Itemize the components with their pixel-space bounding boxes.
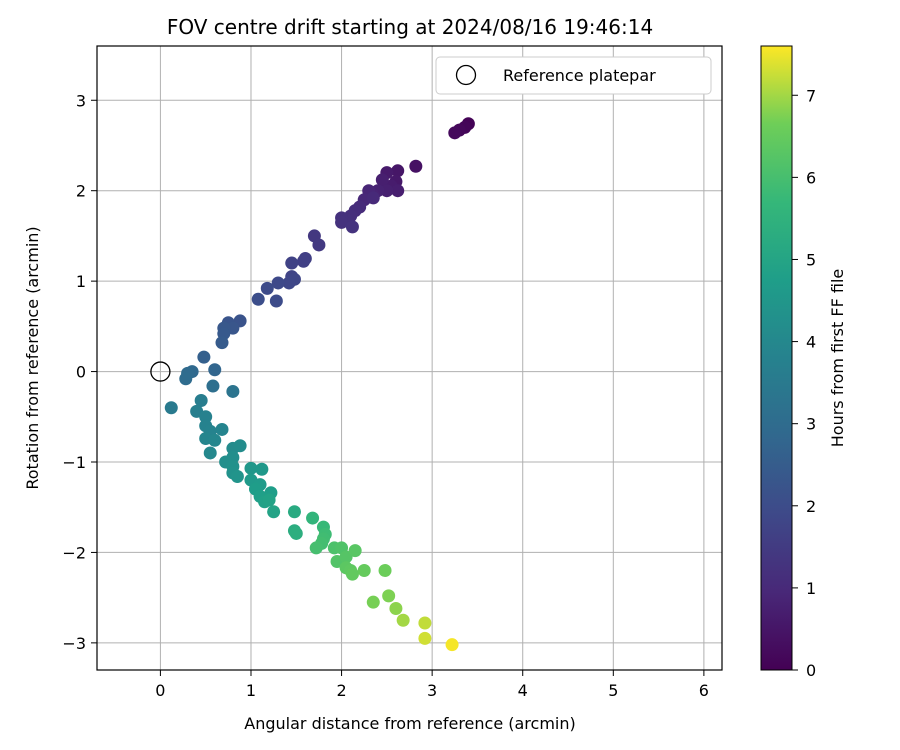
data-point xyxy=(226,384,240,398)
grid xyxy=(97,46,722,670)
axis-ticks: 0 1 2 3 4 5 6 −3 −2 −1 0 1 2 3 xyxy=(62,91,709,700)
y-tick-label: −2 xyxy=(62,543,86,562)
x-tick-label: 2 xyxy=(336,681,346,700)
data-point xyxy=(366,595,380,609)
data-point xyxy=(312,238,326,252)
data-point xyxy=(389,602,403,616)
colorbar-tick-label: 3 xyxy=(806,415,816,434)
data-point xyxy=(348,544,362,558)
data-point xyxy=(382,589,396,603)
data-point xyxy=(255,462,269,476)
data-point xyxy=(448,126,462,140)
data-point xyxy=(215,422,229,436)
x-tick-label: 5 xyxy=(608,681,618,700)
data-point xyxy=(164,401,178,415)
legend-label: Reference platepar xyxy=(503,66,656,85)
data-point xyxy=(289,526,303,540)
data-point xyxy=(418,616,432,630)
data-point xyxy=(418,631,432,645)
data-point xyxy=(297,254,311,268)
data-point xyxy=(233,439,247,453)
colorbar: 0 1 2 3 4 5 6 7 Hours from first FF file xyxy=(760,45,847,680)
data-point xyxy=(357,564,371,578)
colorbar-tick-label: 5 xyxy=(806,250,816,269)
data-point xyxy=(345,220,359,234)
colorbar-tick-label: 6 xyxy=(806,168,816,187)
data-point xyxy=(345,567,359,581)
data-point xyxy=(206,379,220,393)
x-tick-label: 4 xyxy=(518,681,528,700)
data-point xyxy=(335,215,349,229)
data-point xyxy=(194,394,208,408)
data-point xyxy=(208,433,222,447)
data-point xyxy=(203,446,217,460)
data-point xyxy=(262,493,276,507)
data-point xyxy=(267,505,281,519)
y-tick-label: 1 xyxy=(76,272,86,291)
data-point xyxy=(375,173,389,187)
x-tick-label: 3 xyxy=(427,681,437,700)
chart-title: FOV centre drift starting at 2024/08/16 … xyxy=(167,15,653,39)
legend-box xyxy=(435,56,712,95)
data-point xyxy=(445,638,459,652)
x-tick-label: 1 xyxy=(246,681,256,700)
data-point xyxy=(287,505,301,519)
data-point xyxy=(208,363,222,377)
y-tick-label: 3 xyxy=(76,91,86,110)
data-point xyxy=(199,410,213,424)
data-points xyxy=(150,117,475,652)
x-tick-label: 6 xyxy=(699,681,709,700)
data-point xyxy=(306,511,320,525)
colorbar-tick-label: 7 xyxy=(806,86,816,105)
data-point xyxy=(378,564,392,578)
plot-frame xyxy=(96,45,723,671)
legend-marker-open-circle xyxy=(455,64,477,86)
data-point xyxy=(366,191,380,205)
data-point xyxy=(244,461,258,475)
y-tick-label: −3 xyxy=(62,634,86,653)
data-point xyxy=(282,276,296,290)
data-point xyxy=(271,276,285,290)
data-point xyxy=(179,372,193,386)
y-tick-label: −1 xyxy=(62,453,86,472)
data-point xyxy=(396,613,410,627)
data-point xyxy=(339,550,353,564)
colorbar-label: Hours from first FF file xyxy=(828,269,847,448)
y-axis-label: Rotation from reference (arcmin) xyxy=(23,226,42,489)
data-point xyxy=(215,336,229,350)
data-point xyxy=(391,164,405,178)
data-point xyxy=(230,469,244,483)
x-tick-label: 0 xyxy=(155,681,165,700)
reference-platepar-marker xyxy=(150,361,171,382)
y-tick-label: 0 xyxy=(76,363,86,382)
colorbar-tick-label: 2 xyxy=(806,497,816,516)
data-point xyxy=(409,159,423,173)
data-point xyxy=(269,294,283,308)
data-point xyxy=(285,256,299,270)
colorbar-tick-label: 0 xyxy=(806,661,816,680)
data-point xyxy=(251,292,265,306)
data-point xyxy=(197,350,211,364)
data-point xyxy=(391,184,405,198)
y-tick-label: 2 xyxy=(76,182,86,201)
legend: Reference platepar xyxy=(435,56,712,95)
colorbar-tick-label: 4 xyxy=(806,333,816,352)
colorbar-gradient xyxy=(760,45,793,671)
data-point xyxy=(309,541,323,555)
x-axis-label: Angular distance from reference (arcmin) xyxy=(244,714,575,733)
colorbar-ticks: 0 1 2 3 4 5 6 7 xyxy=(792,86,816,680)
data-point xyxy=(380,184,394,198)
data-point xyxy=(260,281,274,295)
colorbar-tick-label: 1 xyxy=(806,579,816,598)
